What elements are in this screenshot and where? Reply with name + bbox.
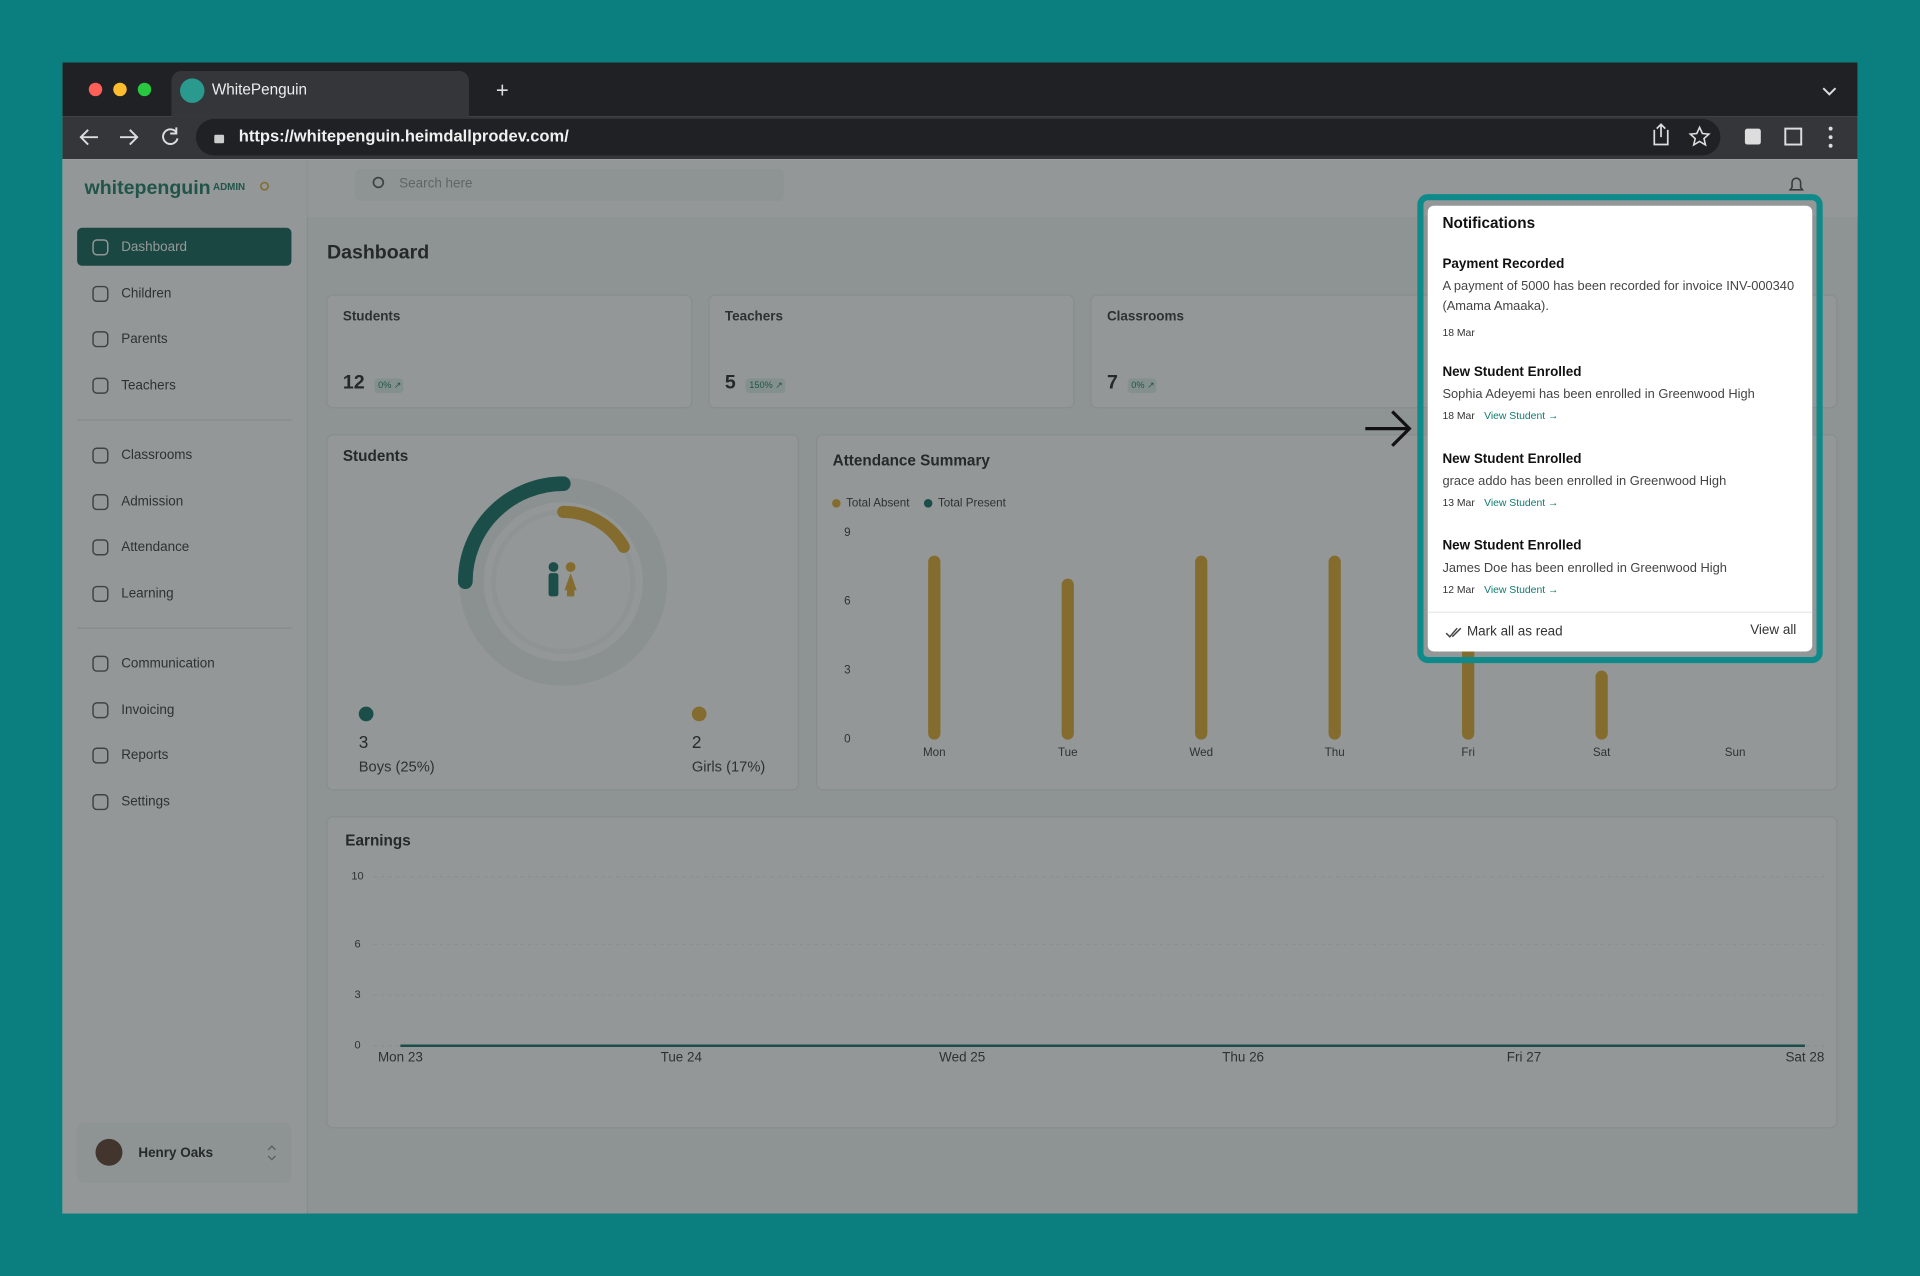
notification-date: 13 Mar: [1442, 498, 1475, 509]
view-student-link[interactable]: View Student →: [1484, 498, 1558, 509]
notification-body-box: James Doe has been enrolled in Greenwood…: [1442, 560, 1727, 576]
notification-title[interactable]: New Student Enrolled: [1442, 538, 1581, 553]
zoom-dot[interactable]: [137, 82, 152, 97]
notification-body-box: grace addo has been enrolled in Greenwoo…: [1442, 473, 1727, 489]
pointer-arrow: [1365, 410, 1412, 447]
view-student-link[interactable]: View Student →: [1484, 585, 1558, 596]
check-icon: [1445, 627, 1462, 638]
notification-body-box: Sophia Adeyemi has been enrolled in Gree…: [1442, 386, 1755, 402]
notification-date: 18 Mar: [1442, 411, 1475, 422]
tab-title[interactable]: WhitePenguin: [212, 82, 307, 99]
notification-body-box: A payment of 5000 has been recorded for …: [1442, 279, 1795, 314]
minimize-dot[interactable]: [113, 82, 127, 97]
notification-body: Sophia Adeyemi has been enrolled in Gree…: [1442, 386, 1755, 402]
tab[interactable]: [171, 71, 469, 117]
nav-arrows[interactable]: [79, 129, 139, 146]
notification-title[interactable]: Payment Recorded: [1442, 256, 1564, 271]
notifications-panel: [1427, 205, 1813, 652]
view-student-link[interactable]: View Student →: [1484, 411, 1558, 422]
notification-body: A payment of 5000 has been recorded for …: [1442, 279, 1795, 314]
highlight-outline: [1417, 194, 1823, 664]
panel-title: Notifications: [1442, 215, 1535, 232]
reload[interactable]: [162, 127, 179, 145]
bookmark[interactable]: [1688, 125, 1711, 147]
view-all[interactable]: View all: [1750, 622, 1796, 637]
menu[interactable]: [1828, 126, 1833, 148]
url-box[interactable]: [195, 118, 1721, 156]
notification-date: 12 Mar: [1442, 585, 1475, 596]
close-dot[interactable]: [88, 82, 103, 97]
favicon: [180, 78, 205, 103]
notification-date: 18 Mar: [1442, 328, 1475, 339]
sidepanel[interactable]: [1784, 127, 1803, 146]
notification-title[interactable]: New Student Enrolled: [1442, 451, 1581, 466]
share[interactable]: [1653, 123, 1669, 146]
mark-all-read[interactable]: Mark all as read: [1467, 623, 1563, 638]
notification-title[interactable]: New Student Enrolled: [1442, 364, 1581, 379]
notification-body: James Doe has been enrolled in Greenwood…: [1442, 560, 1727, 576]
notification-body: grace addo has been enrolled in Greenwoo…: [1442, 473, 1727, 489]
new-tab[interactable]: +: [496, 78, 509, 103]
url[interactable]: https://whitepenguin.heimdallprodev.com/: [239, 127, 569, 146]
lock: [214, 134, 225, 144]
extensions[interactable]: [1744, 128, 1761, 145]
tab-menu[interactable]: [1822, 87, 1837, 96]
